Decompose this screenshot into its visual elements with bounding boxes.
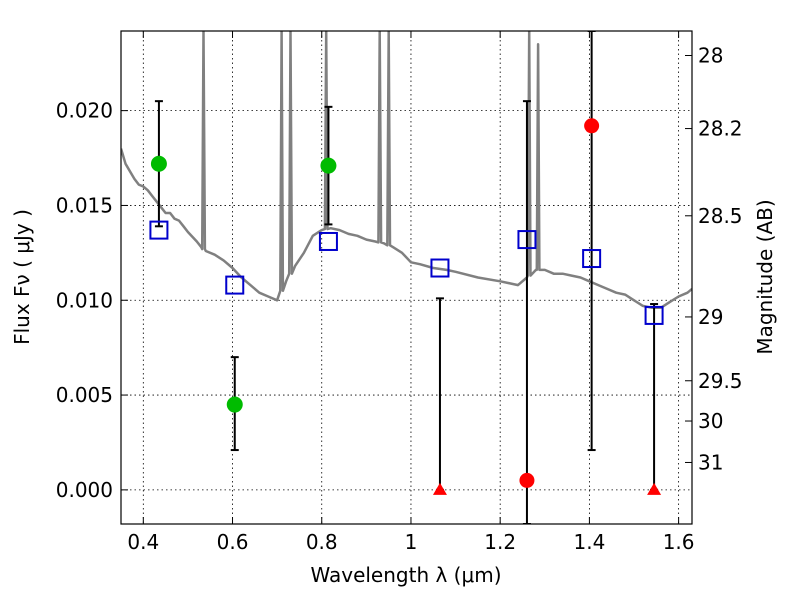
- x-axis-ticks: 0.4 0.6 0.8 1 1.2 1.4 1.6: [127, 31, 695, 554]
- model-spectrum: [121, 31, 692, 310]
- magnitude-axis-label: Magnitude (AB): [753, 199, 777, 354]
- magnitude-tick-label: 29: [698, 305, 723, 329]
- upper-limit-circle: [519, 472, 535, 488]
- x-tick-label: 0.4: [127, 530, 159, 554]
- model-point: [430, 258, 450, 278]
- plot-background: [121, 31, 692, 524]
- plot-content: [121, 31, 692, 524]
- y-tick-label: 0.010: [56, 288, 113, 312]
- model-point: [517, 230, 537, 250]
- model-spectrum-line: [121, 31, 692, 310]
- grid-lines: [121, 31, 692, 524]
- y-tick-label: 0.005: [56, 383, 113, 407]
- magnitude-tick-label: 29.5: [698, 369, 743, 393]
- magnitude-axis-ticks: 28 28.2 28.5 29 29.5 30 31: [685, 43, 743, 474]
- model-point: [318, 231, 338, 251]
- y-tick-label: 0.020: [56, 99, 113, 123]
- upper-limit-triangle: [432, 482, 447, 495]
- x-tick-label: 1.6: [663, 530, 695, 554]
- x-tick-label: 1.4: [573, 530, 605, 554]
- model-point: [582, 249, 602, 269]
- detection-point: [226, 396, 243, 413]
- model-point: [149, 220, 169, 240]
- x-axis-label: Wavelength λ (μm): [310, 563, 501, 587]
- model-point: [225, 275, 245, 295]
- y-axis-label: Flux Fν ( μJy ): [10, 209, 34, 345]
- y-axis-ticks: 0.000 0.005 0.010 0.015 0.020: [56, 99, 128, 502]
- x-tick-label: 0.8: [306, 530, 338, 554]
- magnitude-tick-label: 28.2: [698, 117, 743, 141]
- y-tick-label: 0.015: [56, 193, 113, 217]
- magnitude-tick-label: 28.5: [698, 204, 743, 228]
- magnitude-tick-label: 30: [698, 409, 723, 433]
- x-tick-label: 0.6: [217, 530, 249, 554]
- x-tick-label: 1.2: [484, 530, 516, 554]
- detection-point: [320, 157, 337, 174]
- model-photometry-points: [149, 220, 664, 325]
- detection-point: [150, 155, 167, 172]
- upper-limit-circle: [584, 118, 600, 134]
- model-point: [644, 305, 664, 325]
- upper-limit-points: [432, 118, 662, 495]
- plot-frame: [120, 30, 693, 525]
- magnitude-tick-label: 31: [698, 450, 723, 474]
- x-tick-label: 1: [405, 530, 418, 554]
- magnitude-tick-label: 28: [698, 43, 723, 67]
- y-tick-label: 0.000: [56, 478, 113, 502]
- detection-points: [150, 155, 337, 413]
- upper-limit-triangle: [647, 482, 662, 495]
